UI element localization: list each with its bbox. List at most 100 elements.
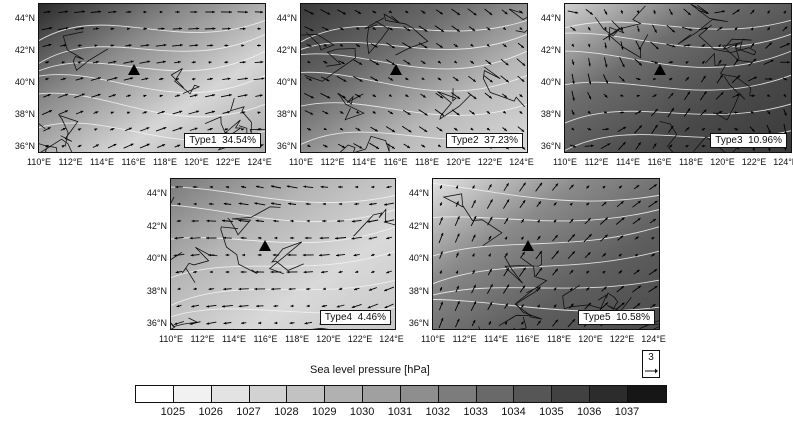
wind-arrow-icon	[667, 107, 675, 118]
wind-arrow-icon	[143, 10, 147, 14]
wind-arrow-icon	[783, 10, 787, 14]
longitude-tick-label: 124°E	[379, 334, 404, 344]
wind-arrow-icon	[43, 126, 51, 132]
wind-arrow-icon	[438, 301, 444, 311]
wind-arrow-icon	[749, 126, 755, 133]
wind-arrow-icon	[632, 200, 642, 208]
longitude-tick-label: 116°E	[383, 157, 408, 167]
wind-arrow-icon	[257, 111, 261, 114]
wind-arrow-icon	[782, 77, 788, 81]
longitude-tick-label: 110°E	[421, 334, 445, 344]
wind-arrow-icon	[355, 270, 359, 273]
wind-arrow-icon	[617, 235, 624, 241]
wind-arrow-icon	[601, 286, 607, 292]
wind-arrow-icon	[192, 185, 198, 189]
wind-arrow-icon	[437, 144, 442, 148]
wind-arrow-icon	[323, 60, 328, 64]
wind-arrow-icon	[43, 93, 51, 98]
latitude-tick-label: 44°N	[408, 188, 429, 198]
wind-arrow-icon	[304, 236, 312, 240]
wind-arrow-icon	[41, 109, 53, 116]
wind-arrow-icon	[403, 26, 411, 32]
wind-arrow-icon	[386, 270, 392, 274]
wind-arrow-icon	[619, 111, 625, 114]
wind-arrow-icon	[420, 93, 427, 98]
wind-arrow-icon	[320, 9, 331, 15]
wind-arrow-icon	[634, 236, 639, 240]
wind-arrow-icon	[143, 94, 147, 98]
wind-arrow-icon	[468, 75, 477, 83]
wind-arrow-icon	[240, 111, 246, 114]
wind-arrow-icon	[93, 111, 99, 114]
wind-arrow-icon	[439, 217, 443, 225]
wind-arrow-icon	[520, 236, 524, 240]
wind-arrow-icon	[668, 61, 674, 64]
wind-arrow-icon	[553, 219, 557, 223]
wind-arrow-icon	[420, 144, 426, 148]
wind-arrow-icon	[435, 9, 444, 15]
latitude-tick-label: 36°N	[146, 318, 167, 328]
wind-arrow-icon	[552, 319, 559, 327]
boundary-line	[304, 48, 356, 82]
wind-arrow-icon	[536, 320, 542, 326]
wind-arrow-icon	[504, 321, 508, 325]
boundary-line	[227, 206, 281, 236]
isobar	[433, 226, 659, 257]
wind-arrow-icon	[126, 111, 131, 115]
wind-arrow-icon	[61, 61, 65, 64]
colorbar-level-label: 1033	[463, 406, 488, 418]
wind-arrow-icon	[438, 317, 444, 329]
wind-arrow-icon	[191, 61, 196, 64]
isobar	[301, 102, 527, 116]
wind-arrow-icon	[483, 75, 493, 83]
wind-arrow-icon	[602, 127, 610, 131]
wind-arrow-icon	[568, 184, 574, 190]
wind-arrow-icon	[386, 42, 396, 49]
wind-arrow-icon	[485, 59, 492, 65]
wind-arrow-icon	[782, 26, 788, 32]
colorbar-level-label: 1036	[576, 406, 602, 418]
wind-arrow-icon	[339, 27, 345, 31]
wind-arrow-icon	[141, 77, 149, 81]
wind-arrow-icon	[337, 9, 347, 15]
colorbar-level-label: 1028	[274, 406, 299, 418]
wind-arrow-icon	[749, 94, 755, 98]
wind-arrow-icon	[323, 127, 327, 131]
wind-arrow-icon	[715, 91, 724, 100]
longitude-tick-label: 120°E	[446, 157, 471, 167]
wind-arrow-icon	[174, 94, 181, 97]
wind-arrow-icon	[190, 10, 198, 14]
wind-arrow-icon	[193, 270, 198, 274]
wind-arrow-icon	[552, 234, 559, 242]
wind-arrow-icon	[220, 93, 232, 98]
wind-arrow-icon	[172, 127, 183, 132]
wind-arrow-icon	[779, 42, 791, 49]
wind-arrow-icon	[174, 60, 181, 64]
wind-arrow-icon	[451, 92, 461, 100]
isobar	[301, 71, 527, 92]
wind-arrow-icon	[388, 10, 393, 14]
wind-arrow-icon	[371, 185, 375, 189]
wind-arrow-icon	[599, 302, 609, 310]
wind-arrow-icon	[567, 318, 576, 328]
wind-arrow-icon	[207, 77, 213, 81]
wind-arrow-icon	[338, 202, 343, 206]
latitude-tick-label: 38°N	[408, 285, 429, 296]
wind-arrow-icon	[370, 76, 379, 82]
wind-arrow-icon	[536, 201, 542, 207]
wind-arrow-icon	[157, 143, 166, 149]
wind-arrow-icon	[717, 59, 722, 65]
colorbar-swatch	[627, 386, 666, 402]
colorbar-level-label: 1029	[312, 406, 337, 418]
wind-arrow-icon	[666, 24, 676, 33]
wind-arrow-icon	[237, 10, 248, 14]
wind-arrow-icon	[258, 321, 262, 325]
wind-arrow-icon	[500, 58, 509, 66]
wind-arrow-icon	[209, 185, 213, 189]
wind-arrow-icon	[587, 43, 591, 48]
boundary-line	[353, 208, 395, 237]
wind-arrow-icon	[58, 27, 69, 31]
wind-arrow-icon	[322, 110, 329, 115]
wind-arrow-icon	[569, 269, 574, 275]
wind-arrow-icon	[274, 236, 278, 240]
